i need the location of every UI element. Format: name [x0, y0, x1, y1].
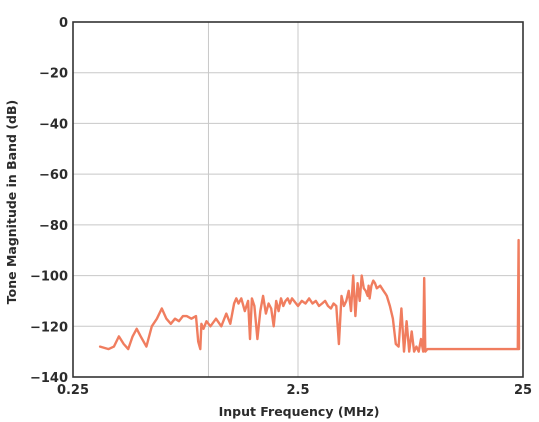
y-tick-label: −100 — [30, 270, 68, 285]
x-tick-label: 2.5 — [286, 383, 309, 398]
y-tick-label: −20 — [39, 67, 68, 82]
series-line-tone-magnitude — [98, 238, 521, 353]
y-tick-label: −140 — [30, 371, 68, 386]
x-axis-tick-labels: 0.25 2.5 25 — [57, 383, 532, 398]
plot-area-frame — [72, 21, 524, 378]
y-axis-tick-labels: 0 −20 −40 −60 −80 −100 −120 −140 — [30, 16, 68, 386]
y-axis-title: Tone Magnitude in Band (dB) — [4, 100, 19, 304]
gridlines — [72, 21, 524, 378]
y-tick-label: −40 — [39, 117, 68, 132]
y-tick-label: −120 — [30, 320, 68, 335]
y-tick-label: −60 — [39, 168, 68, 183]
y-tick-label: −80 — [39, 219, 68, 234]
x-axis-title: Input Frequency (MHz) — [219, 404, 380, 419]
y-tick-label: 0 — [59, 16, 68, 31]
x-tick-label: 25 — [514, 383, 532, 398]
x-tick-label: 0.25 — [57, 383, 89, 398]
